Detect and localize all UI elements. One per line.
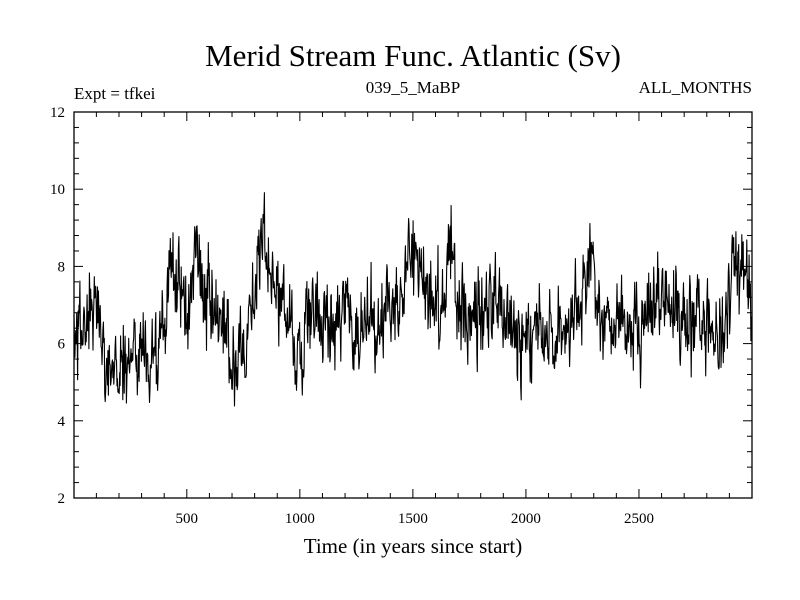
x-tick-label: 2000 xyxy=(511,511,541,527)
plot-frame xyxy=(73,111,753,499)
y-tick-label: 8 xyxy=(58,259,66,275)
y-tick-label: 4 xyxy=(58,414,66,430)
x-tick-label: 1000 xyxy=(285,511,315,527)
x-tick-label: 1500 xyxy=(398,511,428,527)
series-line xyxy=(73,192,753,407)
period-label: 039_5_MaBP xyxy=(366,78,460,97)
y-tick-label: 6 xyxy=(58,337,66,353)
y-tick-label: 2 xyxy=(58,491,66,507)
y-tick-label: 10 xyxy=(50,182,65,198)
y-tick-label: 12 xyxy=(50,105,65,121)
x-axis-label: Time (in years since start) xyxy=(304,534,523,558)
chart-title: Merid Stream Func. Atlantic (Sv) xyxy=(205,38,621,73)
x-tick-label: 500 xyxy=(176,511,199,527)
axis-ticks xyxy=(74,111,752,499)
tick-labels: 500 1000 1500 2000 2500 2 4 6 8 10 12 xyxy=(50,105,654,527)
x-tick-label: 2500 xyxy=(624,511,654,527)
months-label: ALL_MONTHS xyxy=(639,78,752,97)
experiment-label: Expt = tfkei xyxy=(74,84,156,103)
